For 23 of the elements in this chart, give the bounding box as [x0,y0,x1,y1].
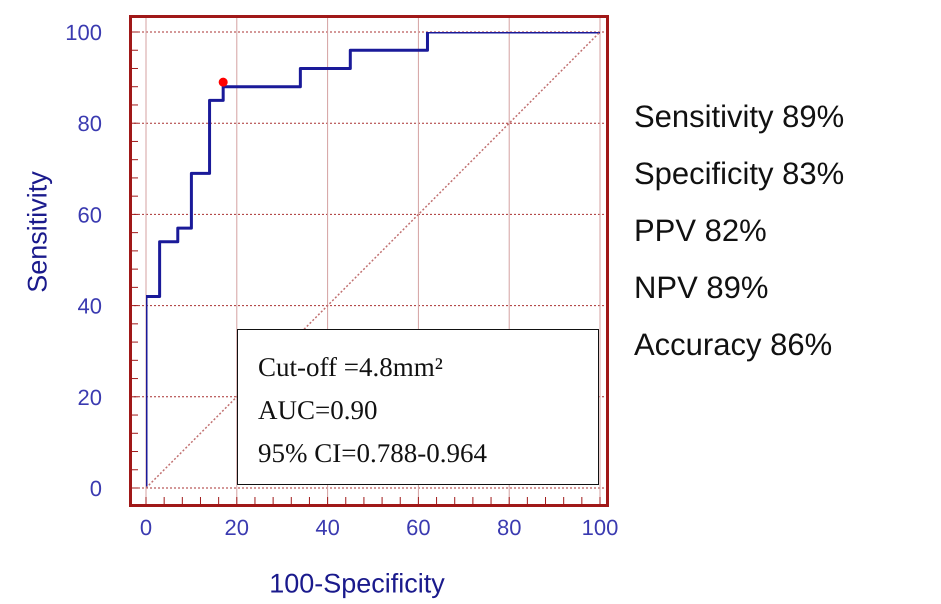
x-tick-label: 0 [140,515,152,540]
y-tick-label: 80 [78,111,102,136]
x-tick-label: 20 [224,515,250,540]
text: NPV 89% [634,269,770,307]
x-tick-label: 80 [496,515,522,540]
y-tick-label: 40 [78,294,102,319]
y-tick-label: 0 [90,476,102,501]
y-axis-title: Sensitivity [22,171,54,293]
y-tick-label: 60 [78,202,102,228]
x-tick-label: 40 [315,515,340,540]
annotation: 95% CI=0.788-0.964 [258,437,488,470]
note-box: Cut-off =4.8mm² AUC=0.90 95% CI=0.788-0.964 [237,329,599,485]
x-tick-label: 60 [406,515,431,540]
annotation: Cut-off =4.8mm² [258,351,444,384]
x-tick-label: 100 [582,515,618,540]
text: Sensitivity 89% [634,98,844,136]
y-tick-label: 100 [65,20,102,45]
text: Accuracy 86% [634,326,834,364]
text: PPV 82% [634,212,768,250]
x-axis-title: 100-Specificity [269,568,445,600]
text: Specificity 83% [634,155,844,193]
y-tick-label: 20 [78,384,102,410]
annotation: AUC=0.90 [258,394,378,427]
